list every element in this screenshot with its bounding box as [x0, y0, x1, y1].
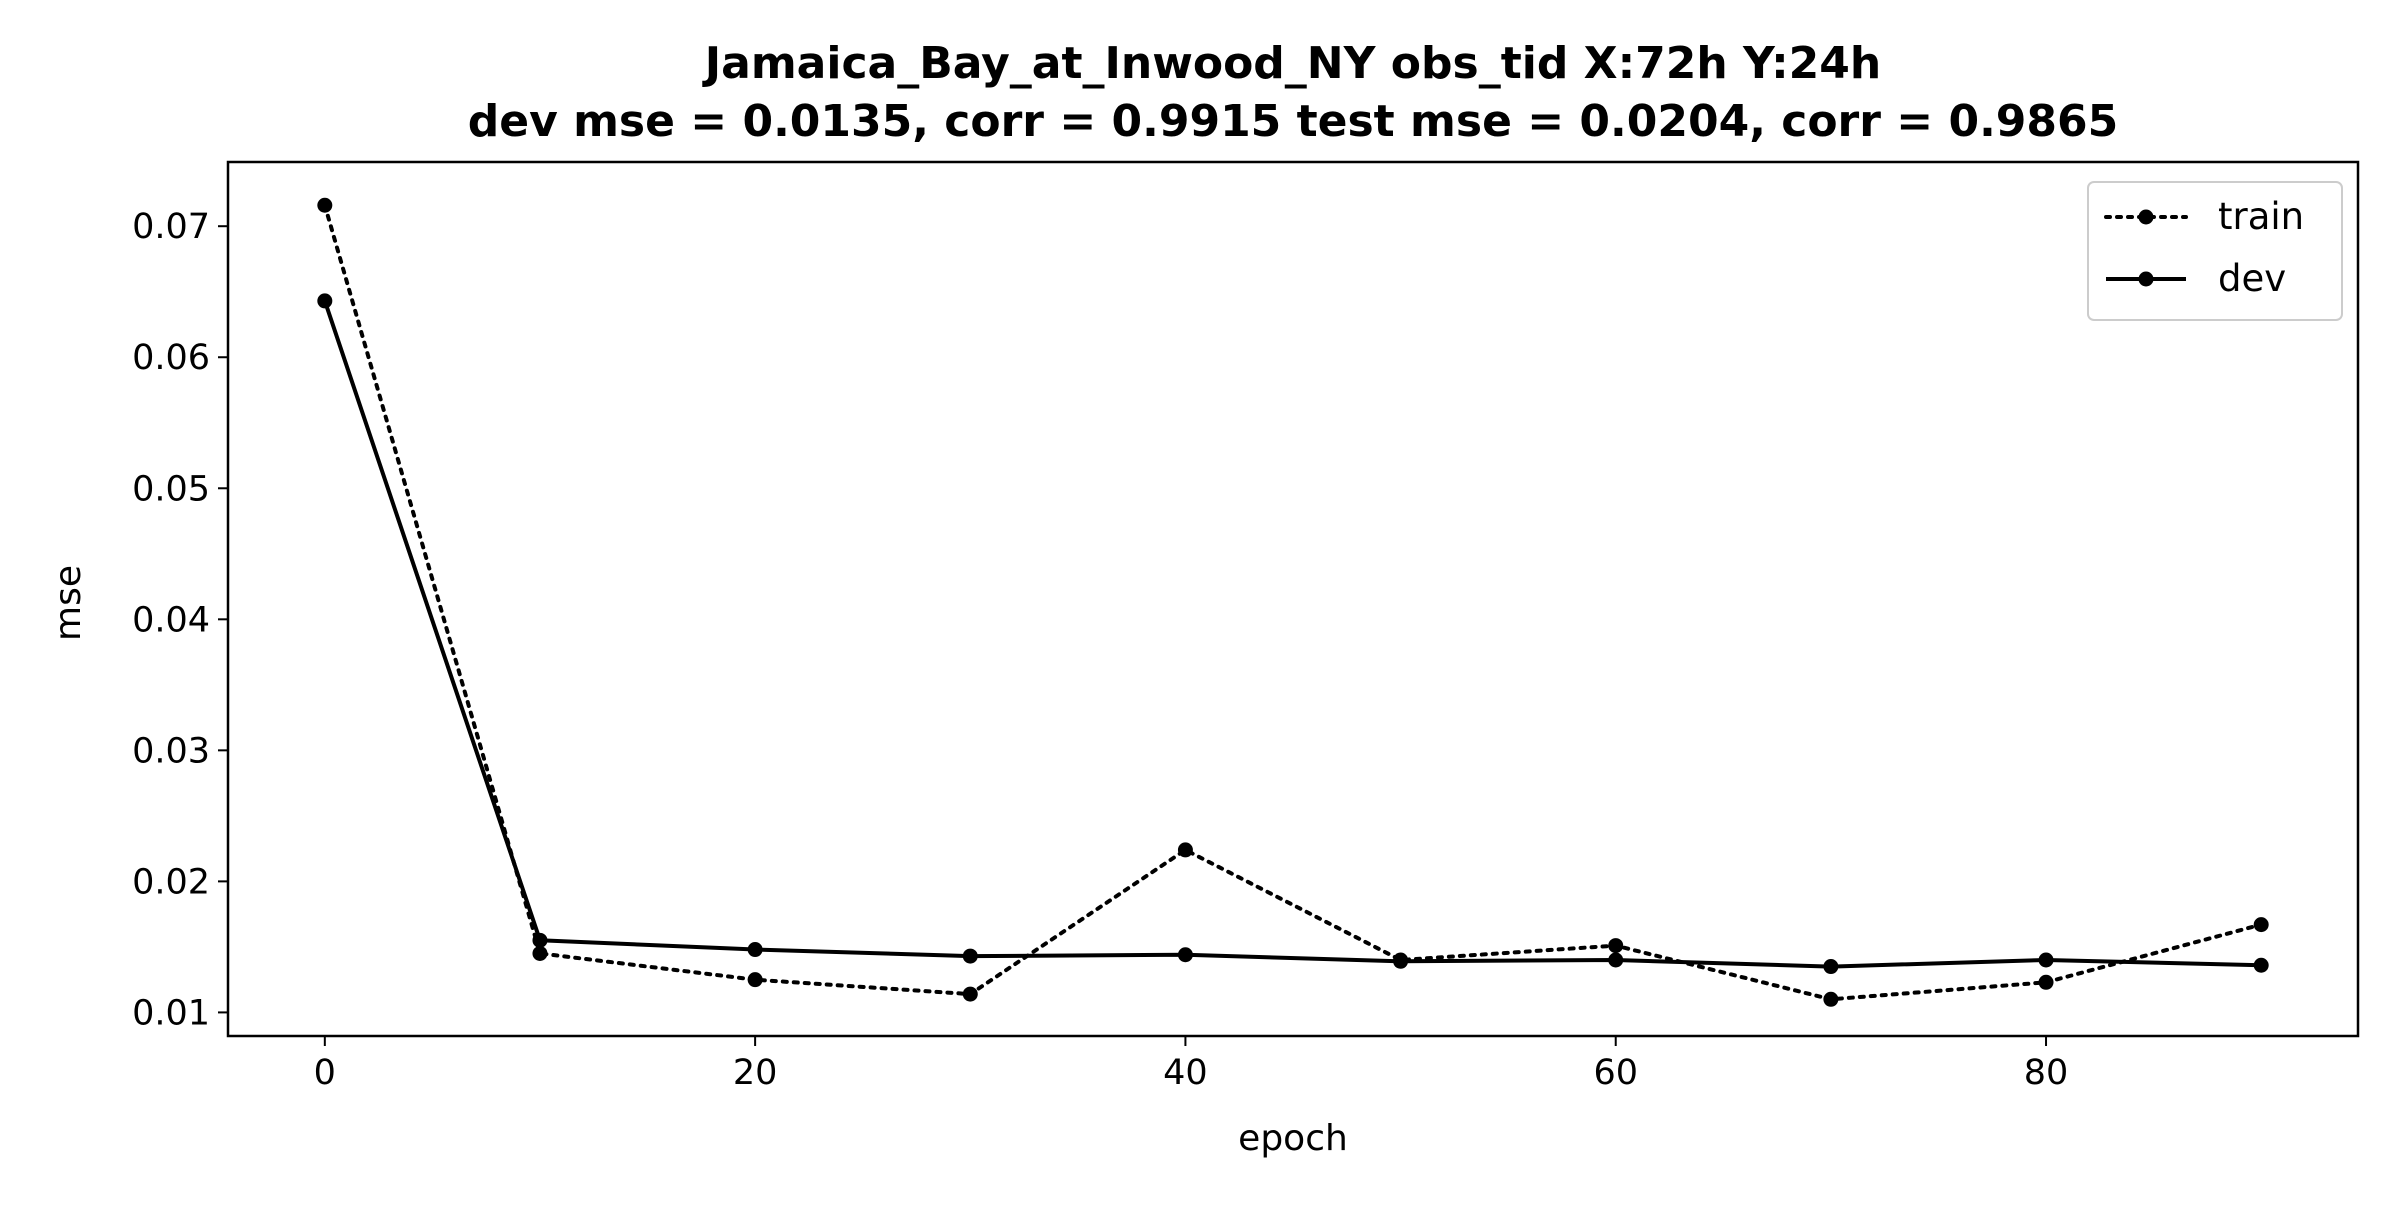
data-point-dev: [747, 942, 763, 958]
data-point-train: [1608, 938, 1624, 954]
data-point-dev: [1823, 959, 1839, 975]
legend-marker-train: [2138, 209, 2154, 225]
series-layer: [317, 197, 2269, 1007]
data-point-dev: [1608, 952, 1624, 968]
x-tick-label: 60: [1593, 1053, 1638, 1093]
legend-label-train: train: [2218, 195, 2304, 238]
data-point-dev: [962, 948, 978, 964]
x-axis-label: epoch: [1238, 1118, 1348, 1159]
y-tick-label: 0.06: [132, 338, 210, 378]
data-point-train: [1823, 991, 1839, 1007]
data-point-train: [747, 972, 763, 988]
x-tick-label: 20: [733, 1053, 778, 1093]
x-tick-label: 0: [314, 1053, 336, 1093]
legend-marker-dev: [2138, 271, 2154, 287]
data-point-train: [532, 945, 548, 961]
legend: train dev: [2087, 181, 2343, 321]
x-tick-label: 40: [1163, 1053, 1208, 1093]
axes: 0 20 40 60 80 0.01 0.02 0.03 0.04 0.05 0.06 0.07: [132, 160, 2360, 1093]
data-point-train: [962, 986, 978, 1002]
data-point-dev: [2253, 957, 2269, 973]
data-point-dev: [2038, 952, 2054, 968]
x-tick-label: 80: [2024, 1053, 2069, 1093]
legend-label-dev: dev: [2218, 257, 2286, 300]
y-tick-label: 0.05: [132, 469, 210, 509]
chart-title-line1: Jamaica_Bay_at_Inwood_NY obs_tid X:72h Y…: [702, 38, 1881, 89]
y-tick-label: 0.01: [132, 993, 210, 1033]
series-line-dev: [322, 300, 2262, 969]
y-axis-label: mse: [48, 565, 89, 641]
data-point-train: [2038, 974, 2054, 990]
y-tick-label: 0.02: [132, 862, 210, 902]
plot-frame: [226, 160, 2360, 1038]
y-tick-label: 0.07: [132, 207, 210, 247]
y-tick-label: 0.04: [132, 600, 210, 640]
data-point-dev: [317, 293, 333, 309]
series-line-train: [322, 203, 2264, 1002]
data-point-dev: [1393, 953, 1409, 969]
data-point-train: [317, 197, 333, 213]
data-point-train: [2253, 917, 2269, 933]
chart-title-line2: dev mse = 0.0135, corr = 0.9915 test mse…: [468, 96, 2119, 147]
data-point-train: [1177, 842, 1193, 858]
data-point-dev: [1177, 947, 1193, 963]
y-tick-label: 0.03: [132, 731, 210, 771]
data-point-dev: [532, 932, 548, 948]
